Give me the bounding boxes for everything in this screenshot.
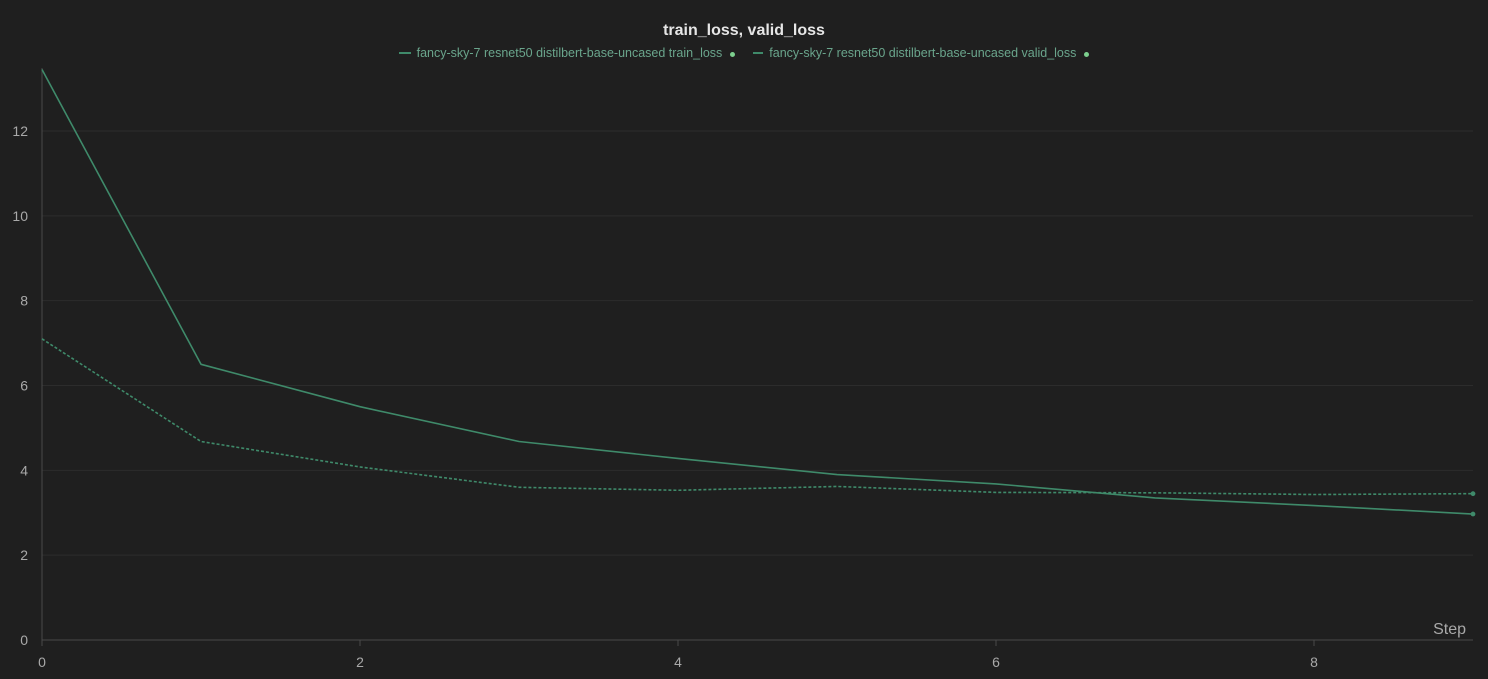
status-dot-icon [730, 52, 736, 57]
tick-labels: 0 2 4 6 8 10 12 0 2 4 6 8 Step [12, 123, 1466, 670]
series-line-train-loss [41, 69, 1474, 515]
legend: fancy-sky-7 resnet50 distilbert-base-unc… [0, 46, 1488, 60]
x-axis-title: Step [1433, 621, 1466, 638]
series-end-point-train-loss [1470, 511, 1476, 517]
axes [41, 68, 1473, 646]
series-end-point-valid-loss [1470, 491, 1476, 497]
legend-label-train-loss: fancy-sky-7 resnet50 distilbert-base-unc… [416, 46, 723, 60]
y-tick-label: 2 [20, 547, 28, 563]
chart-title: train_loss, valid_loss [663, 22, 825, 39]
y-tick-label: 12 [12, 123, 28, 139]
y-tick-label: 0 [20, 632, 28, 648]
series-layer [41, 69, 1476, 517]
y-tick-label: 8 [20, 293, 28, 309]
x-tick-label: 2 [356, 654, 364, 670]
legend-item-train-loss[interactable]: fancy-sky-7 resnet50 distilbert-base-unc… [398, 46, 736, 60]
legend-item-valid-loss[interactable]: fancy-sky-7 resnet50 distilbert-base-unc… [753, 46, 1090, 60]
status-dot-icon [1084, 52, 1090, 57]
legend-label-valid-loss: fancy-sky-7 resnet50 distilbert-base-unc… [769, 46, 1077, 60]
y-tick-label: 6 [20, 378, 28, 394]
y-tick-label: 4 [20, 462, 28, 478]
dashed-line-swatch-icon [753, 52, 764, 54]
series-line-valid-loss [41, 338, 1474, 496]
x-tick-label: 4 [674, 654, 682, 670]
x-tick-label: 8 [1310, 654, 1318, 670]
x-tick-label: 6 [992, 654, 1000, 670]
x-tick-label: 0 [38, 654, 46, 670]
grid-lines [42, 130, 1473, 556]
y-tick-label: 10 [12, 208, 28, 224]
solid-line-swatch-icon [398, 52, 411, 54]
